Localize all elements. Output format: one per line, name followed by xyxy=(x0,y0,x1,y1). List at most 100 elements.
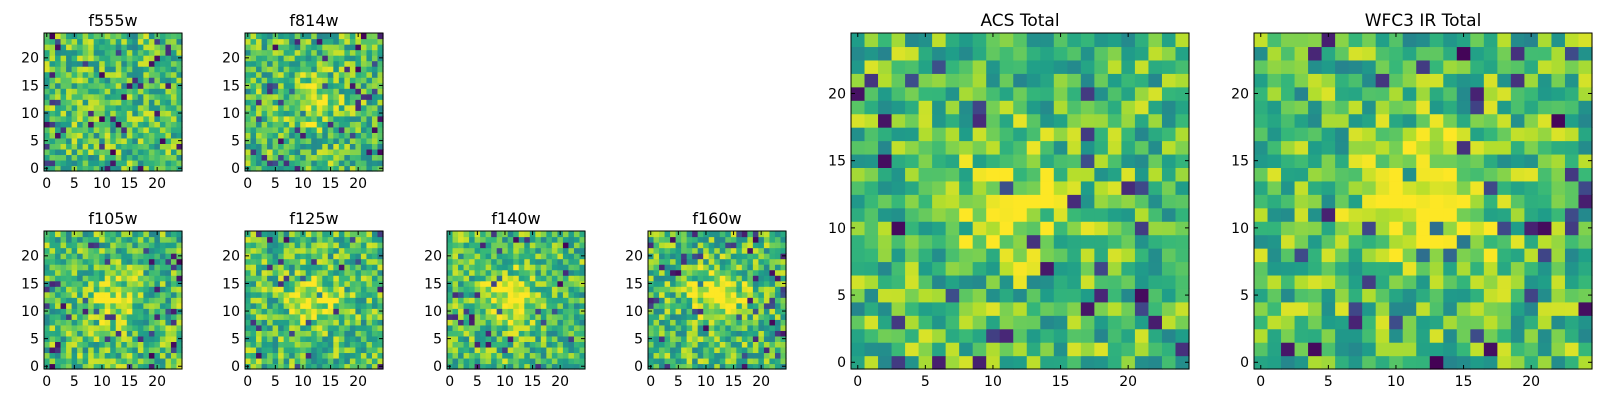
heatmap-cell xyxy=(137,324,144,331)
heatmap-cell xyxy=(349,88,356,95)
heatmap-cell xyxy=(49,330,56,337)
heatmap-cell xyxy=(1524,261,1539,276)
heatmap-cell xyxy=(88,357,95,365)
heatmap-cell xyxy=(458,324,465,331)
heatmap-cell xyxy=(245,346,252,354)
heatmap-cell xyxy=(496,324,503,331)
heatmap-cell xyxy=(99,280,106,287)
heatmap-cell xyxy=(1267,153,1282,168)
heatmap-cell xyxy=(1483,274,1498,289)
heatmap-cell xyxy=(686,346,693,354)
heatmap-cell xyxy=(245,242,252,249)
heatmap-cell xyxy=(675,291,682,298)
heatmap-cell xyxy=(256,363,263,370)
heatmap-cell xyxy=(49,286,56,293)
heatmap-cell xyxy=(664,269,671,276)
heatmap-cell xyxy=(1578,328,1593,343)
heatmap-cell xyxy=(289,159,296,167)
heatmap-cell xyxy=(349,291,356,298)
heatmap-cell xyxy=(670,286,677,293)
heatmap-cell xyxy=(71,44,78,51)
heatmap-cell xyxy=(758,346,765,354)
heatmap-cell xyxy=(1375,274,1390,289)
heatmap-cell xyxy=(121,44,128,51)
heatmap-cell xyxy=(681,324,688,331)
heatmap-cell xyxy=(507,324,514,331)
heatmap-cell xyxy=(60,280,67,287)
heatmap-cell xyxy=(463,253,470,260)
heatmap-cell xyxy=(60,264,67,271)
heatmap-cell xyxy=(502,319,509,326)
heatmap-cell xyxy=(176,49,183,56)
heatmap-cell xyxy=(355,77,362,84)
heatmap-cell xyxy=(60,253,67,260)
heatmap-cell xyxy=(154,264,161,271)
heatmap-cell xyxy=(1537,194,1553,209)
heatmap-cell xyxy=(322,55,329,62)
heatmap-cell xyxy=(272,143,279,150)
heatmap-cell xyxy=(366,33,373,40)
heatmap-cell xyxy=(316,49,323,56)
heatmap-cell xyxy=(132,297,139,304)
heatmap-cell xyxy=(551,231,558,238)
heatmap-cell xyxy=(305,82,312,89)
heatmap-cell xyxy=(1564,261,1580,276)
heatmap-cell xyxy=(675,297,682,304)
heatmap-cell xyxy=(278,71,285,78)
heatmap-cell xyxy=(283,330,290,337)
heatmap-cell xyxy=(959,100,974,115)
heatmap-cell xyxy=(932,234,947,249)
heatmap-cell xyxy=(104,71,111,78)
heatmap-cell xyxy=(1040,180,1055,195)
heatmap-cell xyxy=(104,99,111,106)
heatmap-cell xyxy=(1067,328,1082,343)
heatmap-cell xyxy=(529,346,536,354)
heatmap-cell xyxy=(311,121,318,128)
heatmap-cell xyxy=(513,258,520,265)
heatmap-cell xyxy=(137,253,144,260)
heatmap-cell xyxy=(513,357,520,365)
heatmap-cell xyxy=(697,357,704,365)
heatmap-cell xyxy=(66,346,73,354)
heatmap-cell xyxy=(110,71,117,78)
heatmap-cell xyxy=(546,330,553,337)
heatmap-cell xyxy=(44,269,51,276)
heatmap-cell xyxy=(305,38,312,45)
heatmap-cell xyxy=(371,82,379,89)
heatmap-cell xyxy=(474,247,481,254)
heatmap-cell xyxy=(708,269,715,276)
heatmap-cell xyxy=(322,132,329,139)
heatmap-cell xyxy=(546,302,553,309)
heatmap-cell xyxy=(719,341,726,348)
heatmap-cell xyxy=(66,66,73,73)
heatmap-cell xyxy=(681,313,688,320)
heatmap-cell xyxy=(88,280,95,287)
heatmap-cell xyxy=(344,154,351,161)
heatmap-cell xyxy=(60,275,67,282)
heatmap-cell xyxy=(55,154,62,161)
heatmap-cell xyxy=(55,99,62,106)
heatmap-cell xyxy=(774,319,782,326)
heatmap-cell xyxy=(327,253,334,260)
heatmap-cell xyxy=(905,261,920,276)
heatmap-cell xyxy=(49,132,56,139)
heatmap-cell xyxy=(272,38,279,45)
heatmap-cell xyxy=(49,258,56,265)
heatmap-cell xyxy=(513,297,520,304)
heatmap-cell xyxy=(371,357,379,365)
y-tick-label: 0 xyxy=(433,359,442,375)
heatmap-cell xyxy=(681,335,688,342)
heatmap-cell xyxy=(289,44,296,51)
heatmap-cell xyxy=(159,319,167,326)
heatmap-cell xyxy=(653,352,660,359)
heatmap-cell xyxy=(261,286,268,293)
heatmap-cell xyxy=(272,269,279,276)
heatmap-cell xyxy=(568,286,575,293)
heatmap-cell xyxy=(769,346,776,354)
heatmap-cell xyxy=(878,288,893,303)
heatmap-cell xyxy=(758,253,765,260)
heatmap-cell xyxy=(1040,153,1055,168)
heatmap-cell xyxy=(88,93,95,100)
heatmap-cell xyxy=(261,302,268,309)
